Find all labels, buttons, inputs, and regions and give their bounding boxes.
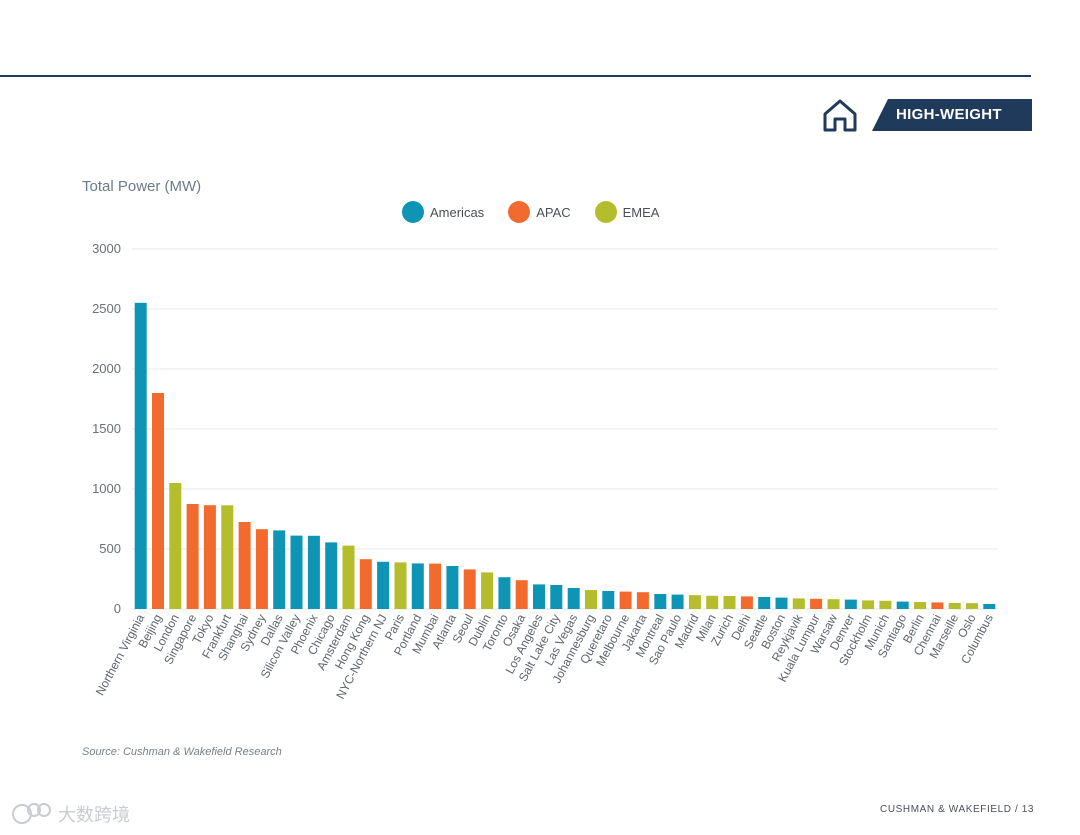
bar-delhi — [740, 596, 753, 609]
y-tick-label: 500 — [99, 541, 121, 556]
legend-dot-emea — [594, 201, 617, 223]
bar-las-vegas — [567, 588, 580, 609]
bar-frankfurt — [221, 505, 234, 609]
y-tick-label: 1500 — [92, 421, 121, 436]
y-tick-label: 2500 — [92, 301, 121, 316]
source-note: Source: Cushman & Wakefield Research — [82, 746, 282, 758]
legend-dot-apac — [508, 201, 531, 223]
legend-label-americas: Americas — [430, 204, 485, 220]
bar-berlin — [914, 602, 927, 609]
bar-sao-paulo — [671, 594, 684, 609]
bar-marseille — [948, 603, 961, 609]
bar-london — [169, 483, 182, 609]
legend-label-apac: APAC — [536, 204, 571, 220]
bar-boston — [775, 597, 788, 609]
bar-toronto — [498, 577, 511, 609]
bar-reykjavik — [792, 598, 805, 609]
bar-shanghai — [238, 522, 251, 609]
bar-osaka — [515, 580, 528, 609]
legend-item-apac: APAC — [508, 201, 571, 223]
chart-legend: Americas APAC EMEA — [402, 201, 683, 223]
bar-warsaw — [827, 599, 840, 609]
bar-denver — [844, 599, 857, 609]
top-rule — [0, 75, 1031, 77]
y-tick-label: 1000 — [92, 481, 121, 496]
bar-paris — [394, 562, 407, 609]
legend-item-americas: Americas — [402, 201, 484, 223]
bar-seoul — [463, 569, 476, 609]
bar-sydney — [255, 529, 268, 609]
bar-silicon-valley — [290, 535, 303, 609]
bar-singapore — [186, 504, 199, 609]
bar-beijing — [152, 393, 164, 609]
bar-madrid — [688, 595, 701, 609]
bar-kuala-lumpur — [810, 598, 823, 609]
y-tick-label: 3000 — [92, 241, 121, 256]
bar-oslo — [966, 603, 978, 609]
bar-chart: 0 500 1000 1500 2000 2500 3000 Northern Virgini… — [92, 241, 998, 701]
bar-queretaro — [602, 591, 615, 609]
bar-johannesburg — [585, 590, 597, 609]
bar-northern-virginia — [134, 302, 147, 609]
y-tick-label: 0 — [114, 601, 121, 616]
legend-label-emea: EMEA — [622, 204, 660, 220]
bar-jakarta — [636, 592, 649, 609]
bar-montreal — [654, 594, 667, 609]
bar-hong-kong — [359, 559, 372, 609]
bar-portland — [411, 563, 424, 609]
bar-dublin — [481, 572, 494, 609]
page-footer: CUSHMAN & WAKEFIELD / 13 — [880, 804, 1035, 815]
bar-los-angeles — [533, 584, 545, 609]
bar-nyc-northern-nj — [377, 561, 390, 609]
bar-tokyo — [203, 505, 216, 609]
bar-chennai — [931, 602, 944, 609]
x-tick-label: Northern Virginia — [93, 612, 148, 698]
watermark-logo: 大数跨境 — [12, 803, 130, 826]
bar-amsterdam — [342, 545, 355, 609]
y-tick-label: 2000 — [92, 361, 121, 376]
legend-dot-americas — [402, 201, 424, 223]
bar-stockholm — [862, 600, 875, 609]
bar-milan — [706, 595, 719, 609]
bar-atlanta — [446, 566, 459, 609]
home-icon — [823, 99, 857, 132]
bar-columbus — [983, 604, 996, 609]
bar-phoenix — [307, 535, 320, 609]
high-weight-badge: HIGH-WEIGHT — [872, 99, 1032, 131]
bar-zurich — [723, 596, 736, 609]
bar-salt-lake-city — [550, 585, 563, 609]
bar-melbourne — [619, 591, 632, 609]
bar-chicago — [325, 542, 338, 609]
bar-santiago — [896, 601, 909, 609]
bar-seattle — [758, 597, 771, 609]
watermark-text: 大数跨境 — [58, 805, 130, 826]
bar-dallas — [273, 530, 286, 609]
chart-title: Total Power (MW) — [82, 178, 202, 195]
bar-munich — [879, 600, 892, 609]
legend-item-emea: EMEA — [594, 201, 660, 223]
bar-mumbai — [429, 563, 442, 609]
badge-label: HIGH-WEIGHT — [896, 106, 1002, 123]
badge-background — [872, 99, 1032, 131]
